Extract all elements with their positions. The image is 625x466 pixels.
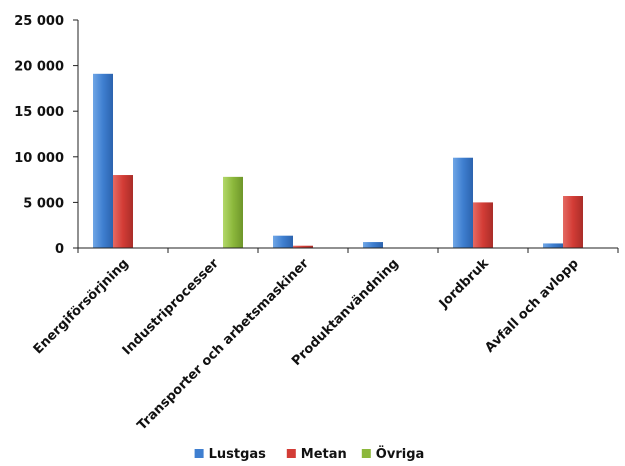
bar-lustgas <box>543 243 563 248</box>
bar-metan <box>293 245 313 248</box>
bar-lustgas <box>363 242 383 248</box>
legend-swatch <box>286 449 296 458</box>
legend-label: Övriga <box>376 446 424 462</box>
bar-metan <box>113 175 133 248</box>
bar-lustgas <box>93 73 113 248</box>
y-tick-label: 15 000 <box>14 105 64 120</box>
y-axis: 0 5 000 10 000 15 000 20 000 25 000 <box>14 14 79 257</box>
y-tick-label: 25 000 <box>14 14 64 29</box>
y-tick-label: 10 000 <box>14 151 64 166</box>
bar-metan <box>563 196 583 248</box>
x-category-label: Transporter och arbetsmaskiner <box>135 256 313 434</box>
legend: Lustgas Metan Övriga <box>194 446 424 462</box>
bars <box>93 73 583 248</box>
x-category-label: Avfall och avlopp <box>482 256 581 355</box>
y-tick-label: 0 <box>55 242 64 257</box>
x-category-label: Jordbruk <box>436 256 492 312</box>
x-axis: EnergiförsörjningIndustriprocesserTransp… <box>31 247 619 434</box>
bar-metan <box>473 202 493 248</box>
legend-swatch <box>194 449 204 458</box>
y-tick-label: 5 000 <box>23 196 64 211</box>
bar-övriga <box>223 176 243 248</box>
bar-lustgas <box>273 235 293 248</box>
x-category-label: Industriprocesser <box>120 256 222 358</box>
legend-label: Lustgas <box>209 447 267 462</box>
x-category-label: Energiförsörjning <box>31 256 132 357</box>
bar-lustgas <box>453 157 473 248</box>
x-category-label: Produktanvändning <box>289 256 402 369</box>
legend-label: Metan <box>301 447 347 462</box>
y-tick-label: 20 000 <box>14 60 64 75</box>
legend-swatch <box>361 449 371 458</box>
